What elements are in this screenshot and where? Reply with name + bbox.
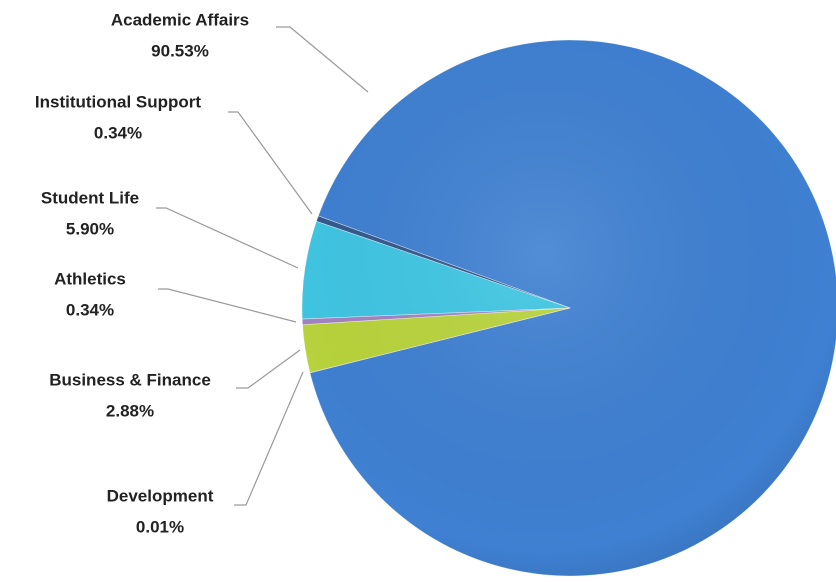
leader-line <box>156 207 299 269</box>
slice-label: Development <box>107 486 214 505</box>
slice-value-label: 2.88% <box>106 401 154 420</box>
slice-value-label: 90.53% <box>151 41 209 60</box>
leader-line <box>234 371 304 506</box>
slice-value-label: 0.34% <box>94 123 142 142</box>
slice-value-label: 5.90% <box>66 219 114 238</box>
labels: Academic Affairs 90.53% Institutional Supp… <box>35 10 369 536</box>
leader-line <box>276 26 369 93</box>
slice-value-label: 0.34% <box>66 300 114 319</box>
leader-line <box>228 111 313 215</box>
slice-label: Business & Finance <box>49 370 211 389</box>
leader-line <box>236 349 301 389</box>
leader-line <box>158 288 297 323</box>
slice-label: Academic Affairs <box>111 10 249 29</box>
slice-label: Athletics <box>54 269 126 288</box>
pie <box>301 39 836 577</box>
slice-label: Institutional Support <box>35 92 202 111</box>
slice-value-label: 0.01% <box>136 517 184 536</box>
slice-label: Student Life <box>41 188 139 207</box>
